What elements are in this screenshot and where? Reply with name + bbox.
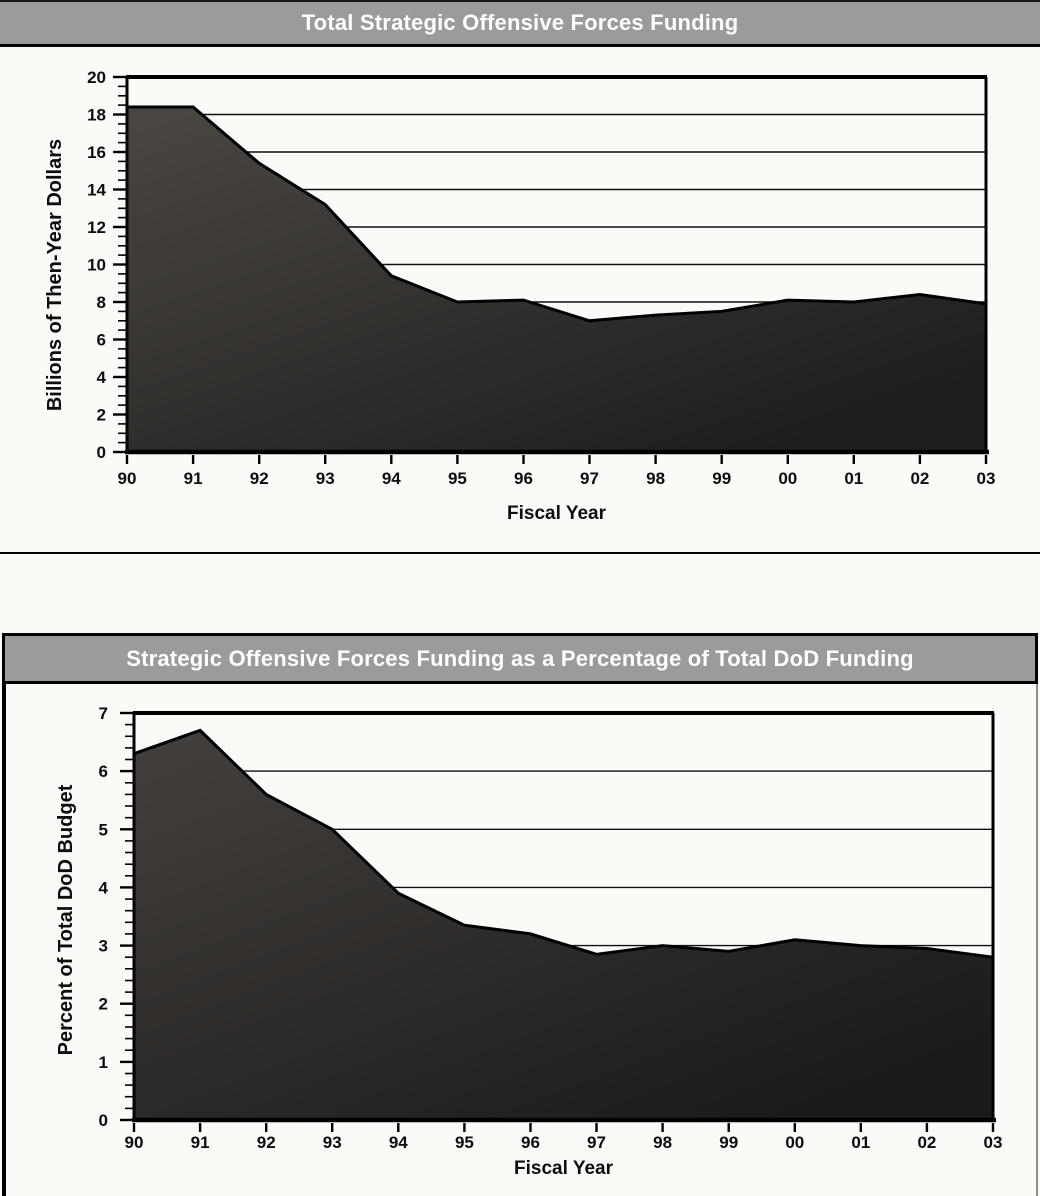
y-tick-label: 4	[99, 878, 109, 897]
y-tick-label: 0	[97, 443, 106, 462]
area-fill	[134, 730, 993, 1120]
y-tick-label: 8	[97, 293, 106, 312]
x-tick-label: 95	[455, 1133, 474, 1152]
area-outline	[133, 728, 994, 959]
y-tick-label: 16	[87, 143, 106, 162]
x-tick-label: 93	[316, 469, 335, 488]
x-tick-label: 90	[125, 1133, 144, 1152]
y-tick-label: 6	[99, 762, 108, 781]
x-tick-label: 99	[719, 1133, 738, 1152]
x-tick-label: 91	[184, 469, 203, 488]
y-tick-label: 18	[87, 106, 106, 125]
area-fill	[127, 107, 986, 452]
chart1-title-bar: Total Strategic Offensive Forces Funding	[0, 0, 1040, 47]
chart2-y-axis-label: Percent of Total DoD Budget	[55, 784, 77, 1056]
chart1-y-axis-label: Billions of Then-Year Dollars	[44, 138, 66, 412]
x-tick-label: 98	[653, 1133, 672, 1152]
y-tick-label: 3	[99, 937, 108, 956]
y-tick-label: 7	[99, 704, 108, 723]
chart1-x-axis-label: Fiscal Year	[507, 503, 606, 524]
x-tick-label: 90	[118, 469, 137, 488]
section-divider-line	[0, 552, 1040, 554]
x-tick-label: 93	[323, 1133, 342, 1152]
x-tick-label: 01	[851, 1133, 870, 1152]
x-tick-label: 97	[587, 1133, 606, 1152]
x-tick-label: 92	[250, 469, 269, 488]
x-tick-label: 00	[785, 1133, 804, 1152]
x-tick-label: 01	[844, 469, 863, 488]
x-tick-label: 91	[191, 1133, 210, 1152]
chart2-x-axis-label: Fiscal Year	[514, 1158, 613, 1179]
y-tick-label: 5	[99, 820, 108, 839]
y-tick-label: 4	[97, 368, 107, 387]
chart2-title-bar: Strategic Offensive Forces Funding as a …	[2, 633, 1038, 684]
x-tick-label: 96	[514, 469, 533, 488]
y-tick-label: 6	[97, 331, 106, 350]
x-tick-label: 03	[984, 1133, 1003, 1152]
y-tick-label: 2	[99, 995, 108, 1014]
x-tick-label: 03	[977, 469, 996, 488]
chart1-title: Total Strategic Offensive Forces Funding	[301, 10, 739, 35]
x-tick-label: 02	[910, 469, 929, 488]
area-outline	[127, 105, 987, 323]
x-tick-label: 92	[257, 1133, 276, 1152]
x-tick-label: 94	[382, 469, 401, 488]
x-tick-label: 00	[778, 469, 797, 488]
y-tick-label: 1	[99, 1053, 108, 1072]
x-tick-label: 02	[917, 1133, 936, 1152]
x-tick-label: 98	[646, 469, 665, 488]
y-tick-label: 20	[87, 68, 106, 87]
x-tick-label: 99	[712, 469, 731, 488]
y-tick-label: 12	[87, 218, 106, 237]
y-tick-label: 2	[97, 406, 106, 425]
y-tick-label: 10	[87, 256, 106, 275]
x-tick-label: 94	[389, 1133, 408, 1152]
x-tick-label: 97	[580, 469, 599, 488]
chart2-panel-border	[2, 633, 1038, 1196]
x-tick-label: 95	[448, 469, 467, 488]
y-tick-label: 14	[87, 181, 106, 200]
y-tick-label: 0	[99, 1111, 108, 1130]
x-tick-label: 96	[521, 1133, 540, 1152]
chart2-title: Strategic Offensive Forces Funding as a …	[126, 645, 914, 671]
